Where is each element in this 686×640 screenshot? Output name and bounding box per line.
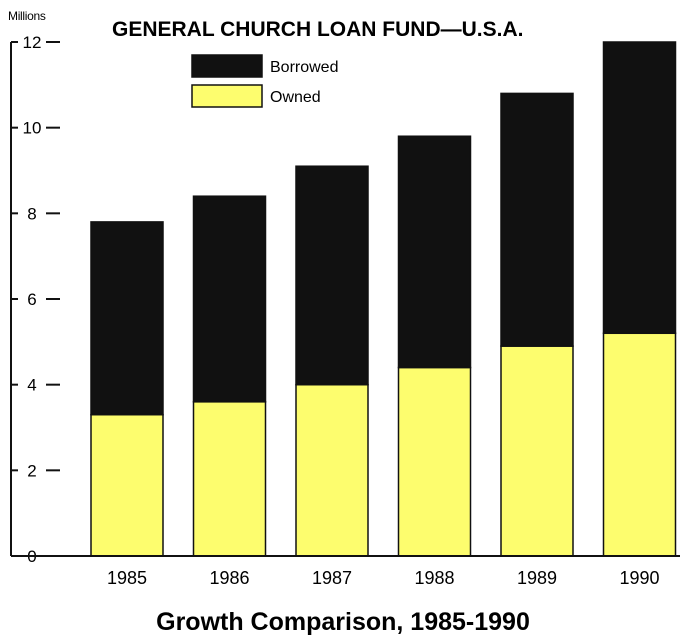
legend-label-owned: Owned (270, 89, 321, 106)
x-tick-label: 1986 (209, 568, 249, 588)
chart-subtitle: Growth Comparison, 1985-1990 (156, 608, 530, 636)
y-axis-unit-label: Millions (8, 9, 46, 23)
y-tick-label: 12 (23, 33, 42, 52)
y-axis: 024681012 (11, 33, 60, 566)
y-tick-label: 8 (27, 204, 36, 223)
y-tick-label: 4 (27, 376, 36, 395)
legend-label-borrowed: Borrowed (270, 59, 338, 76)
legend: Borrowed Owned (191, 54, 338, 108)
x-tick-label: 1990 (619, 568, 659, 588)
x-tick-label: 1985 (107, 568, 147, 588)
legend-swatch-borrowed (191, 54, 263, 78)
bar-borrowed-1988 (397, 135, 472, 369)
x-tick-label: 1988 (414, 568, 454, 588)
x-tick-label: 1989 (517, 568, 557, 588)
legend-swatch-owned (191, 84, 263, 108)
y-tick-label: 10 (23, 119, 42, 138)
y-tick-label: 2 (27, 461, 36, 480)
bar-borrowed-1989 (500, 92, 574, 347)
bars (90, 41, 677, 557)
y-tick-label: 6 (27, 290, 36, 309)
chart-title: GENERAL CHURCH LOAN FUND—U.S.A. (112, 18, 523, 41)
bar-borrowed-1986 (192, 195, 267, 403)
bar-owned-1985 (90, 413, 164, 557)
bar-borrowed-1990 (602, 41, 677, 335)
bar-borrowed-1987 (295, 165, 369, 386)
x-axis: 1985 1986 1987 1988 1989 1990 (11, 555, 680, 588)
bar-owned-1986 (192, 401, 267, 557)
bar-owned-1987 (295, 383, 369, 557)
x-tick-label: 1987 (312, 568, 352, 588)
bar-owned-1990 (602, 332, 677, 557)
bar-owned-1988 (397, 366, 472, 557)
bar-owned-1989 (500, 345, 574, 557)
bar-borrowed-1985 (90, 221, 164, 416)
